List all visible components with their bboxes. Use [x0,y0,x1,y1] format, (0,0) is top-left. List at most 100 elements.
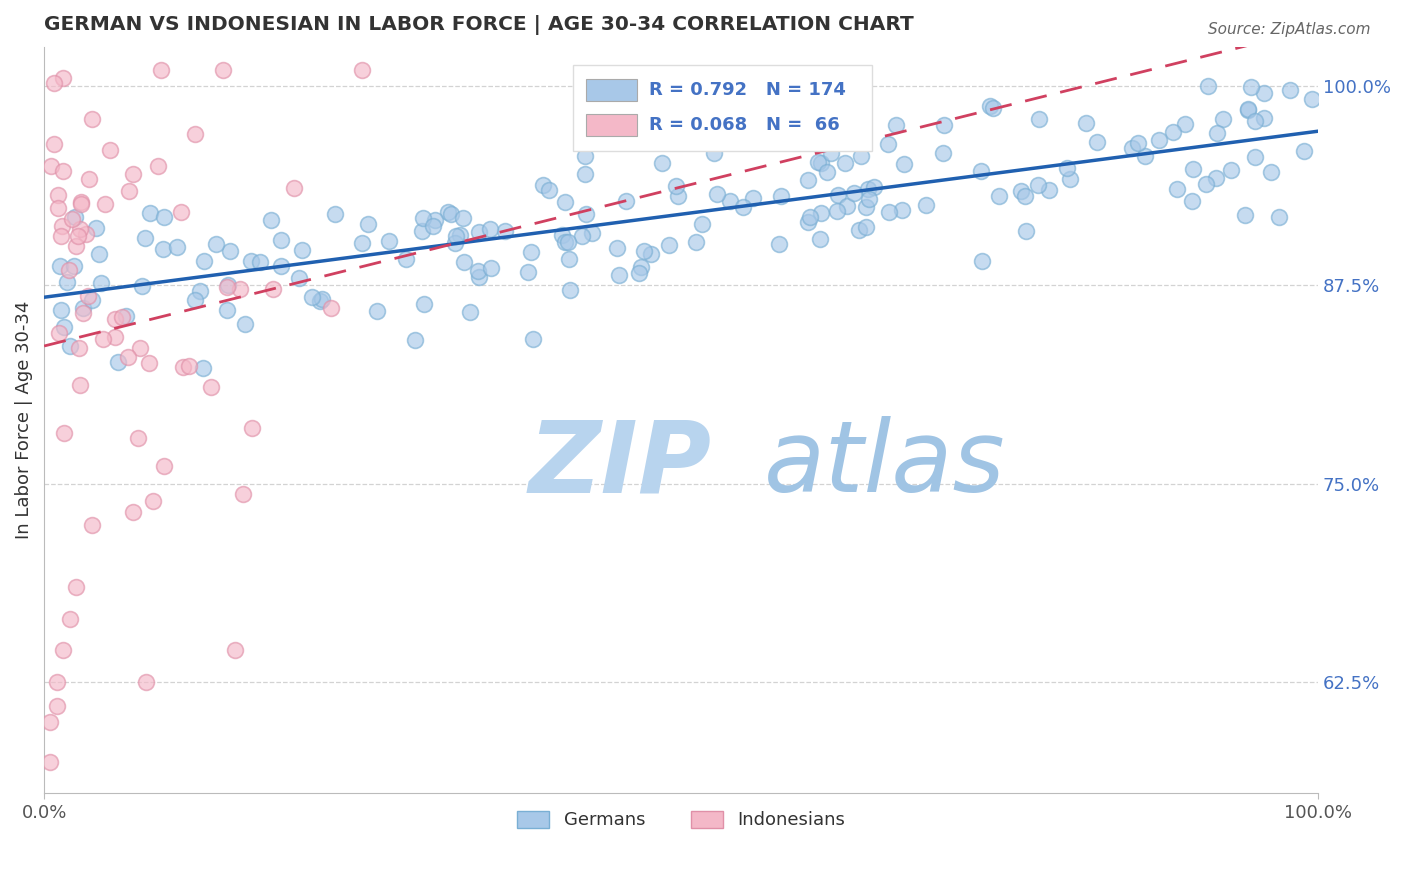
Point [606,241,628,255]
Point [607,268,630,282]
Point [531,178,554,192]
FancyBboxPatch shape [585,114,637,136]
Point [142,494,165,508]
Point [212,63,235,78]
Point [229,282,252,296]
Text: R = 0.068   N =  66: R = 0.068 N = 66 [650,116,839,134]
Point [80,518,103,533]
Point [111,310,134,325]
Point [810,156,832,170]
Point [412,211,434,225]
Point [52,71,75,86]
Point [1026,178,1049,192]
Point [630,260,652,274]
Point [551,228,574,243]
Point [205,237,228,252]
Point [581,227,603,241]
Point [270,233,292,247]
Point [884,118,907,132]
Point [1028,112,1050,127]
Point [240,253,263,268]
Point [627,266,650,280]
Point [848,223,870,237]
Point [808,232,831,246]
Point [411,224,433,238]
Point [863,179,886,194]
Point [1212,112,1234,127]
Point [80,293,103,308]
Text: Source: ZipAtlas.com: Source: ZipAtlas.com [1208,22,1371,37]
Point [970,163,993,178]
Point [458,304,481,318]
Point [731,200,754,214]
Point [217,303,239,318]
Point [200,380,222,394]
Point [981,101,1004,115]
Point [1240,80,1263,95]
Point [1076,116,1098,130]
Point [98,143,121,157]
Point [574,167,596,181]
Point [1163,125,1185,139]
Point [685,235,707,250]
Point [217,280,239,294]
Point [1133,149,1156,163]
Point [558,252,581,266]
Point [291,244,314,258]
Point [70,194,93,209]
Text: ZIP: ZIP [529,417,711,513]
Point [287,270,309,285]
Point [91,332,114,346]
Point [690,217,713,231]
Point [179,359,201,373]
Point [104,311,127,326]
Point [217,277,239,292]
Point [94,196,117,211]
Point [1181,194,1204,209]
Point [557,235,579,249]
Point [703,145,725,160]
Point [58,611,80,625]
Point [319,301,342,316]
Point [128,341,150,355]
Point [554,235,576,249]
Point [48,259,70,273]
Point [1014,189,1036,203]
Point [451,211,474,226]
Point [152,242,174,256]
Point [51,164,73,178]
Point [311,292,333,306]
Point [1038,183,1060,197]
Point [849,149,872,163]
Point [1236,103,1258,117]
Point [1260,164,1282,178]
Point [1219,162,1241,177]
Point [558,283,581,297]
Point [614,194,637,208]
Point [453,255,475,269]
Point [520,244,543,259]
Point [166,240,188,254]
Point [46,187,69,202]
Legend: Germans, Indonesians: Germans, Indonesians [510,804,852,837]
Point [67,228,90,243]
Point [1205,170,1227,185]
Point [425,213,447,227]
Point [1197,79,1219,94]
Point [262,282,284,296]
Point [1206,126,1229,140]
Point [188,284,211,298]
Point [468,270,491,285]
Point [42,76,65,90]
Point [1253,112,1275,126]
Point [422,219,444,234]
Point [440,206,463,220]
Point [1010,184,1032,198]
Point [842,186,865,200]
Point [770,189,793,203]
Point [834,156,856,170]
Point [658,238,681,252]
Point [807,154,830,169]
Point [60,211,83,226]
Point [404,334,426,348]
